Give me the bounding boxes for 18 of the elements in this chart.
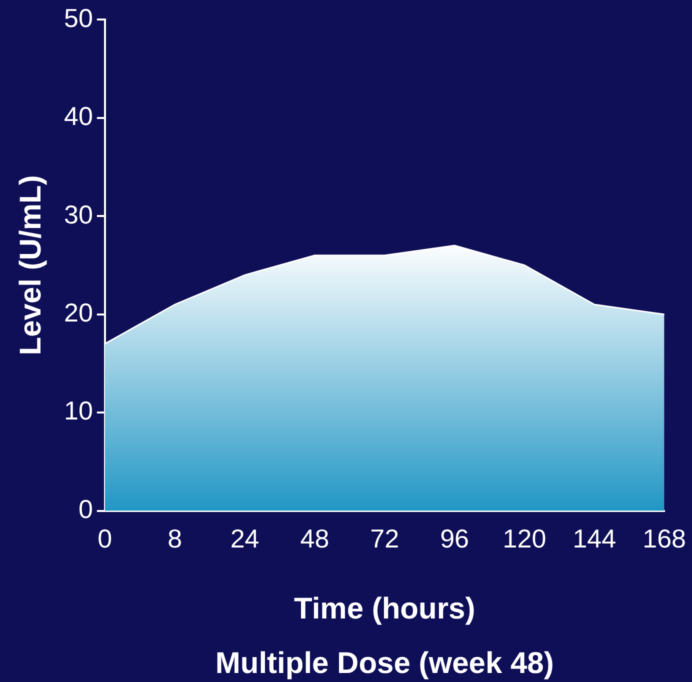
y-tick-label: 10 [64,396,93,426]
y-tick-label: 30 [64,199,93,230]
y-tick-label: 40 [64,101,93,132]
text: Multiple Dose (week 48) [215,647,554,680]
x-tick-label: 8 [168,524,182,554]
x-axis-title: Time (hours) [294,592,476,626]
x-tick-label: 96 [440,524,469,554]
x-tick-label: 24 [230,524,260,554]
y-tick-label: 20 [64,297,93,328]
y-axis-title: Level (U/mL) [14,175,48,356]
x-tick-label: 48 [300,524,330,554]
x-tick-label: 144 [572,524,616,554]
y-tick-label: 50 [64,2,93,33]
x-tick-label: 120 [502,524,546,554]
x-tick-label: 168 [642,524,686,554]
x-tick-label: 0 [98,524,112,554]
x-tick-label: 72 [370,524,400,554]
y-tick-label: 0 [78,494,93,524]
